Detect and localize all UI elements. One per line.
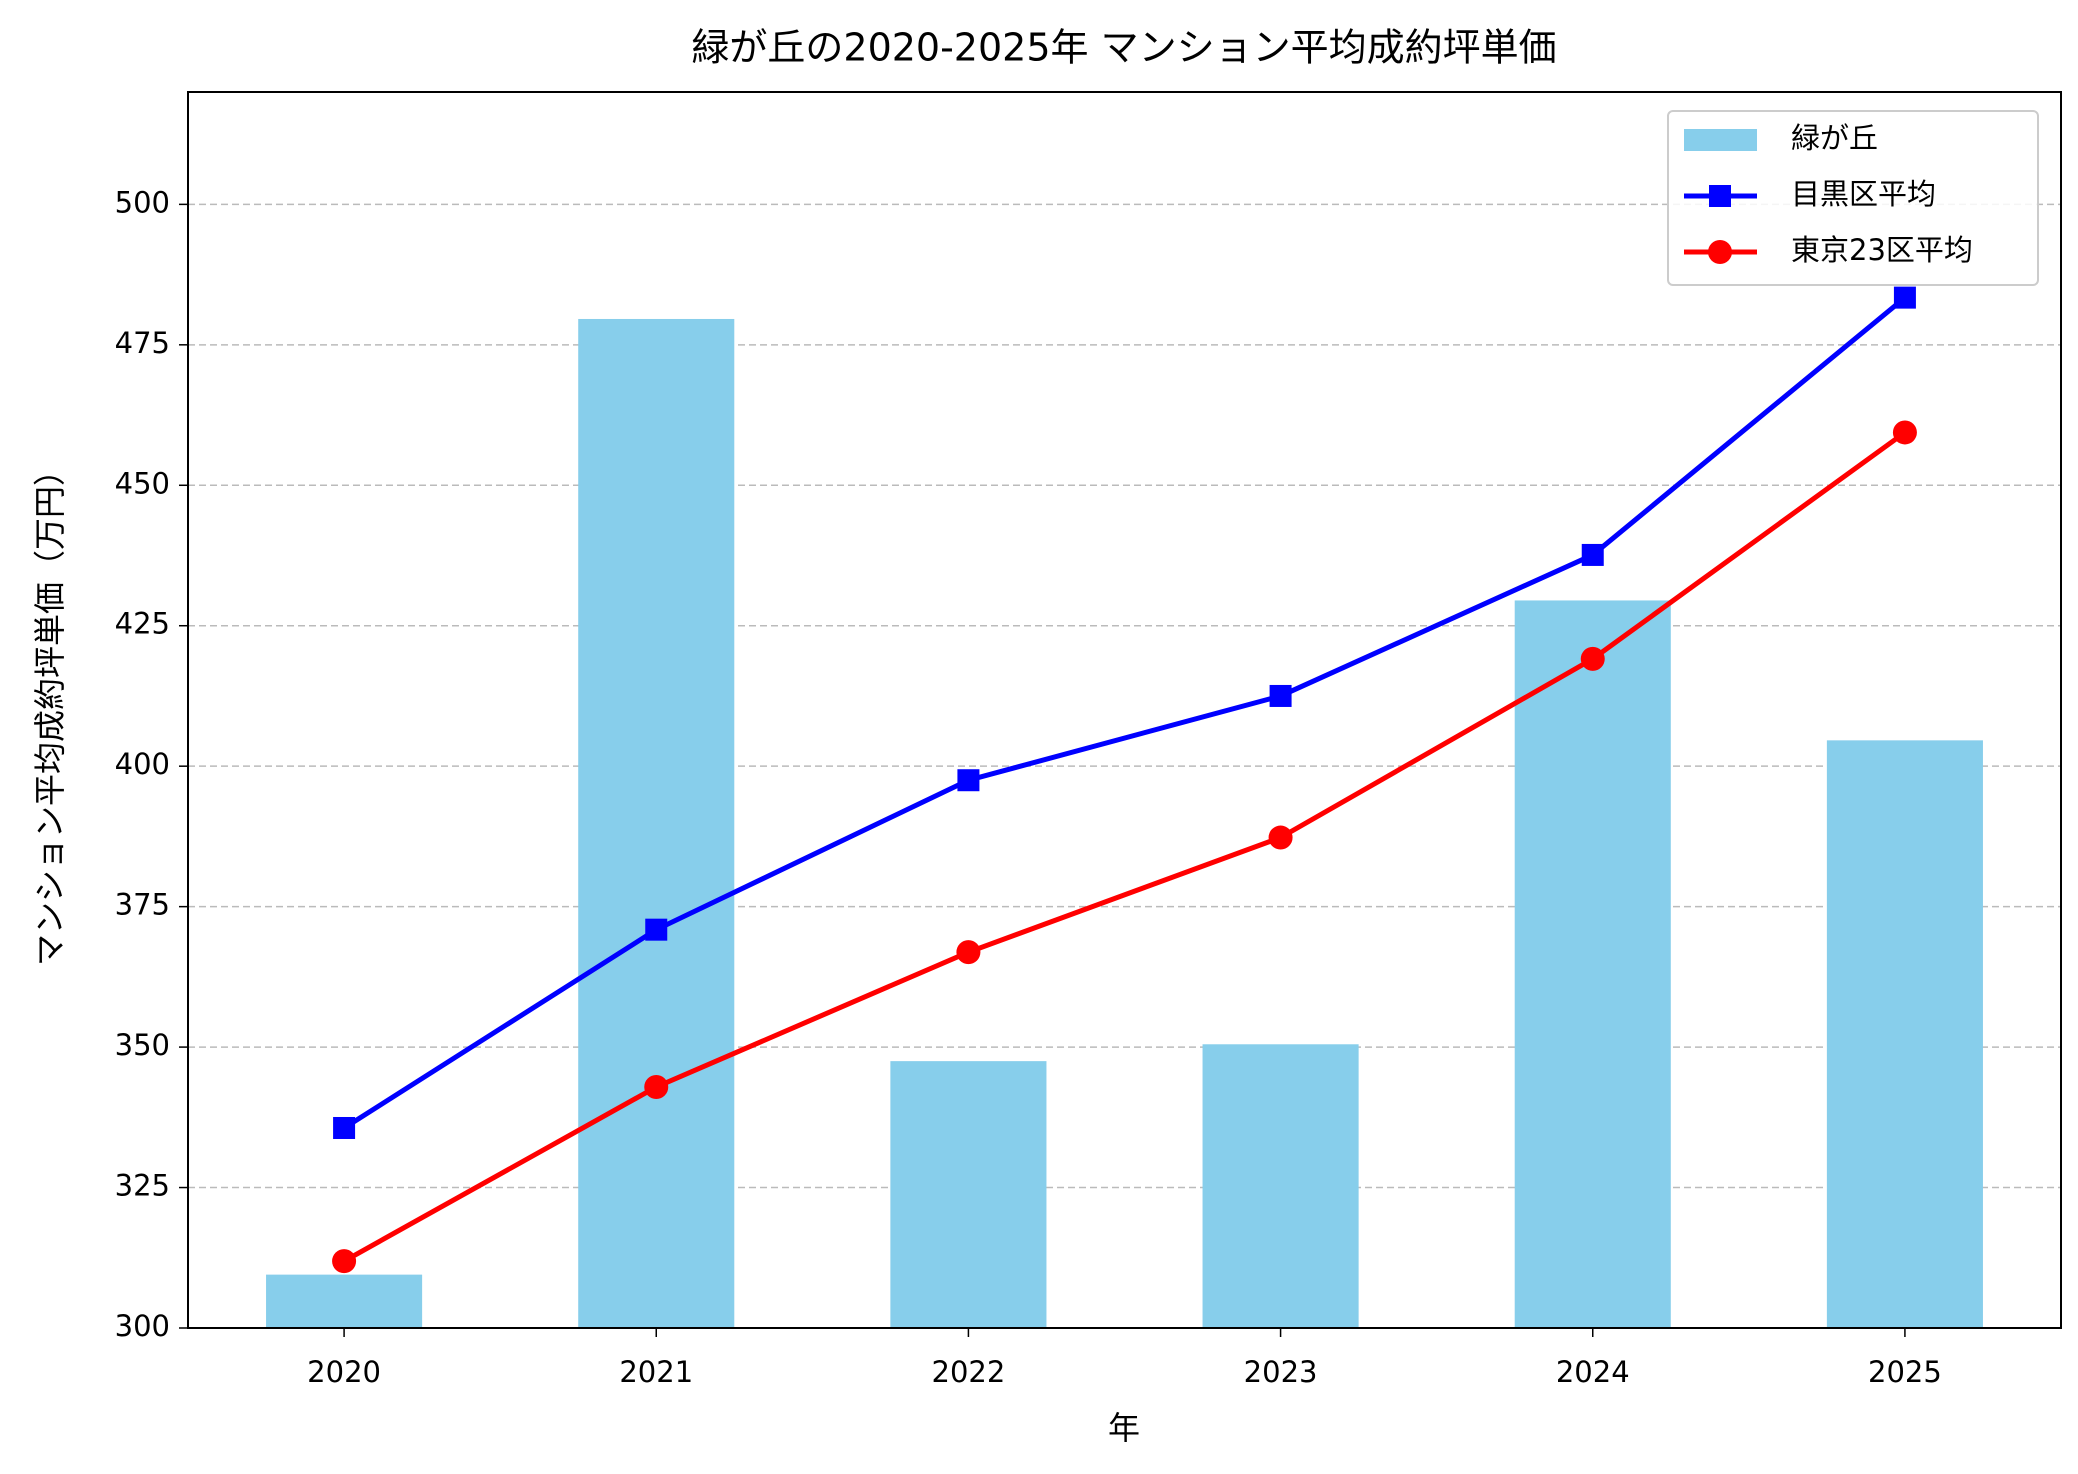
legend-box	[1667, 110, 2039, 286]
marker	[332, 1249, 357, 1274]
marker	[1892, 420, 1917, 445]
marker	[1580, 646, 1605, 671]
marker	[956, 940, 981, 965]
bar	[1514, 600, 1671, 1328]
x-axis-label: 年	[1108, 1409, 1140, 1447]
legend-marker	[1709, 185, 1731, 207]
y-tick-label: 425	[115, 607, 170, 641]
y-tick-label: 350	[115, 1028, 170, 1062]
legend-label: 目黒区平均	[1791, 177, 1936, 211]
y-tick-label: 500	[115, 185, 170, 219]
y-tick-label: 475	[115, 326, 170, 360]
marker	[645, 918, 668, 941]
plot-frame	[187, 91, 2062, 1329]
chart-title: 緑が丘の2020-2025年 マンション平均成約坪単価	[691, 26, 1556, 70]
marker	[333, 1116, 356, 1139]
marker	[957, 769, 980, 792]
marker	[644, 1074, 669, 1099]
y-tick-label: 400	[115, 747, 170, 781]
bar	[1202, 1044, 1359, 1328]
x-tick-label: 2021	[619, 1355, 693, 1389]
bar	[1826, 740, 1983, 1328]
y-axis-label: マンション平均成約坪単価（万円）	[31, 454, 69, 966]
legend-label: 緑が丘	[1791, 121, 1878, 155]
bar	[266, 1274, 423, 1328]
x-tick-label: 2022	[932, 1355, 1006, 1389]
y-tick-label: 300	[115, 1309, 170, 1343]
marker	[1268, 825, 1293, 850]
y-tick-label: 375	[115, 888, 170, 922]
marker	[1269, 684, 1292, 707]
bar	[890, 1061, 1047, 1328]
marker	[1893, 286, 1916, 309]
y-tick-label: 325	[115, 1169, 170, 1203]
legend-label: 東京23区平均	[1791, 233, 1973, 267]
legend-swatch	[1684, 129, 1757, 151]
x-tick-label: 2024	[1556, 1355, 1630, 1389]
x-tick-label: 2023	[1244, 1355, 1318, 1389]
x-tick-label: 2020	[307, 1355, 381, 1389]
marker	[1581, 543, 1604, 566]
x-tick-label: 2025	[1868, 1355, 1942, 1389]
legend-marker	[1708, 240, 1732, 264]
bar	[578, 318, 735, 1328]
line	[342, 430, 1907, 1264]
y-tick-label: 450	[115, 466, 170, 500]
line	[342, 295, 1907, 1131]
